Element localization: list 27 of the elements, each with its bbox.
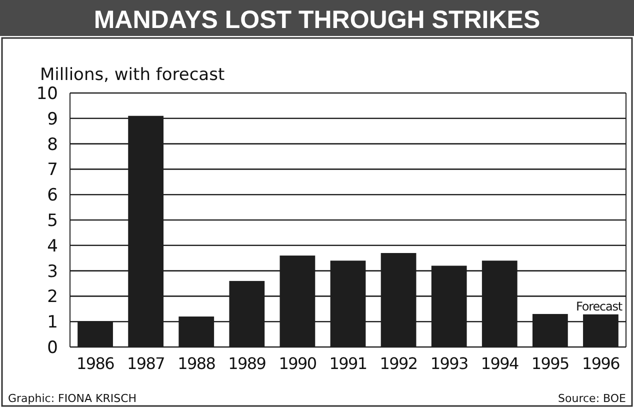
x-tick-label: 1995 <box>531 354 569 373</box>
x-tick-label: 1989 <box>228 354 266 373</box>
x-tick-label: 1996 <box>582 354 620 373</box>
x-tick-label: 1991 <box>329 354 367 373</box>
x-tick-label: 1990 <box>278 354 317 373</box>
y-tick-label: 9 <box>47 109 58 130</box>
x-tick-label: 1993 <box>430 354 468 373</box>
x-tick-label: 1994 <box>480 354 520 373</box>
y-tick-label: 4 <box>47 236 58 256</box>
chart-title: MANDAYS LOST THROUGH STRIKES <box>94 6 540 34</box>
y-tick-label: 3 <box>47 262 58 282</box>
y-tick-label: 7 <box>47 160 58 180</box>
y-tick-label: 10 <box>36 84 58 104</box>
y-tick-label: 2 <box>47 287 58 308</box>
y-axis-title: Millions, with forecast <box>40 65 225 85</box>
x-tick-label: 1987 <box>127 354 165 373</box>
x-tick-label: 1992 <box>380 354 418 373</box>
text: Graphic: FIONA KRISCH <box>8 392 137 405</box>
x-tick-label: 1986 <box>76 354 115 373</box>
source-note: Source: BOE <box>558 392 626 405</box>
x-tick-label: 1988 <box>178 354 216 373</box>
y-tick-label: 5 <box>47 210 58 231</box>
y-tick-label: 6 <box>47 186 58 206</box>
y-tick-label: 1 <box>47 312 58 333</box>
y-tick-label: 8 <box>47 134 58 155</box>
y-tick-label: 0 <box>47 338 58 358</box>
annotation: Forecast <box>576 300 623 314</box>
